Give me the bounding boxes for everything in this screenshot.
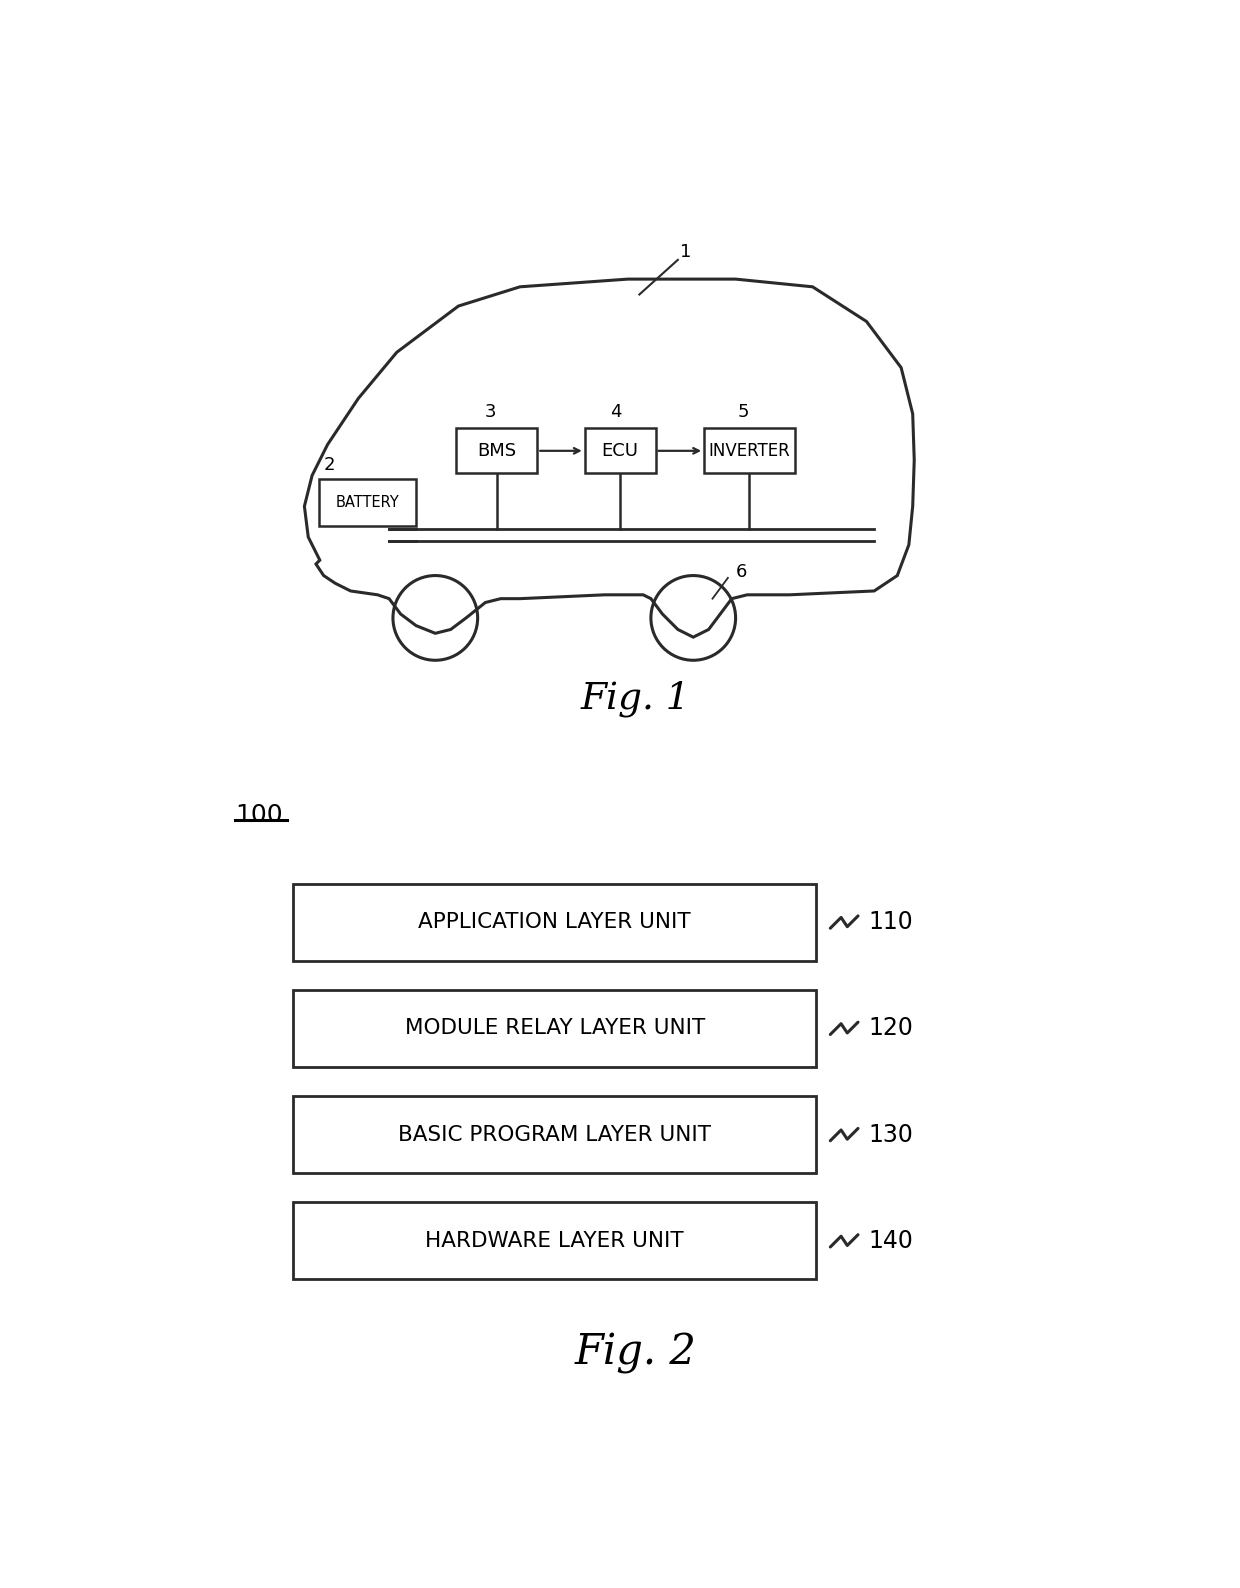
Text: 130: 130 — [869, 1123, 914, 1147]
FancyBboxPatch shape — [704, 429, 795, 473]
FancyBboxPatch shape — [320, 478, 415, 526]
Text: 140: 140 — [869, 1229, 914, 1253]
Text: INVERTER: INVERTER — [708, 441, 790, 461]
Text: 3: 3 — [485, 402, 496, 421]
Text: BASIC PROGRAM LAYER UNIT: BASIC PROGRAM LAYER UNIT — [398, 1124, 712, 1145]
Text: Fig. 1: Fig. 1 — [580, 681, 691, 718]
FancyBboxPatch shape — [456, 429, 537, 473]
FancyBboxPatch shape — [585, 429, 656, 473]
Text: 2: 2 — [324, 456, 335, 473]
Text: 110: 110 — [869, 910, 914, 934]
FancyBboxPatch shape — [293, 1096, 816, 1174]
Text: 5: 5 — [738, 402, 749, 421]
Text: MODULE RELAY LAYER UNIT: MODULE RELAY LAYER UNIT — [404, 1018, 704, 1039]
Text: Fig. 2: Fig. 2 — [574, 1332, 697, 1374]
Text: 120: 120 — [869, 1016, 914, 1040]
FancyBboxPatch shape — [293, 989, 816, 1067]
Text: BMS: BMS — [477, 441, 517, 461]
Text: 1: 1 — [680, 243, 691, 260]
FancyBboxPatch shape — [293, 1202, 816, 1280]
Text: HARDWARE LAYER UNIT: HARDWARE LAYER UNIT — [425, 1231, 684, 1251]
Text: ECU: ECU — [601, 441, 639, 461]
Text: 6: 6 — [735, 562, 746, 581]
FancyBboxPatch shape — [293, 883, 816, 961]
Text: BATTERY: BATTERY — [336, 495, 399, 510]
PathPatch shape — [304, 279, 914, 637]
Text: APPLICATION LAYER UNIT: APPLICATION LAYER UNIT — [418, 912, 691, 932]
Text: 100: 100 — [236, 802, 283, 827]
Text: 4: 4 — [610, 402, 622, 421]
